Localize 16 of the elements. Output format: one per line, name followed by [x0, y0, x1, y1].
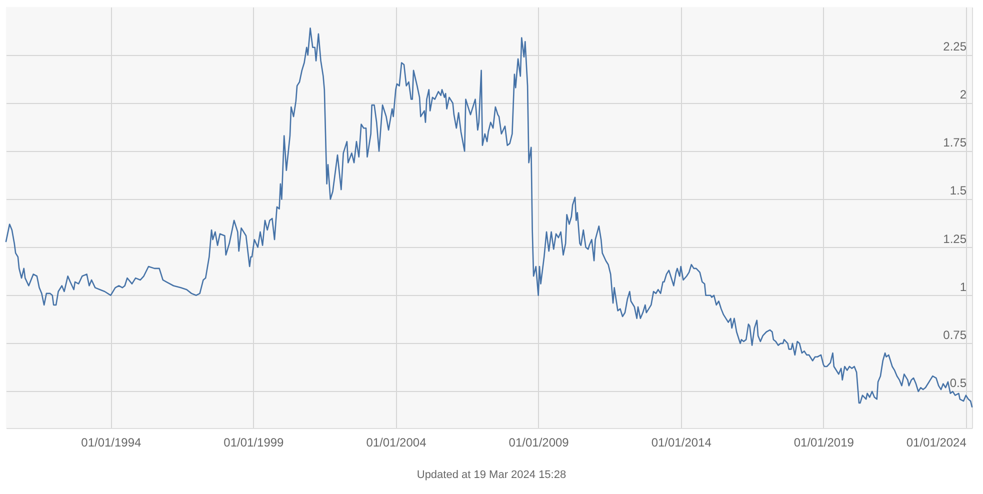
text: Updated at 19 Mar 2024 15:28 [416, 469, 568, 481]
x-tick-label: 01/01/2024 [906, 436, 967, 450]
y-tick-label: 0.75 [943, 328, 967, 342]
x-tick-label: 01/01/1999 [224, 436, 284, 450]
x-tick-label: 01/01/2004 [366, 436, 427, 450]
x-tick-label: 01/01/2019 [794, 436, 854, 450]
y-tick-label: 0.5 [950, 376, 967, 390]
y-tick-label: 1.75 [943, 136, 967, 150]
x-tick-label: 01/01/2014 [651, 436, 712, 450]
y-tick-label: 2 [960, 88, 967, 102]
y-tick-label: 1.5 [950, 184, 967, 198]
y-tick-label: 1 [960, 280, 967, 294]
x-tick-label: 01/01/1994 [81, 436, 142, 450]
x-tick-label: 01/01/2009 [508, 436, 570, 450]
y-tick-label: 1.25 [943, 232, 967, 246]
y-tick-label: 2.25 [943, 40, 967, 54]
